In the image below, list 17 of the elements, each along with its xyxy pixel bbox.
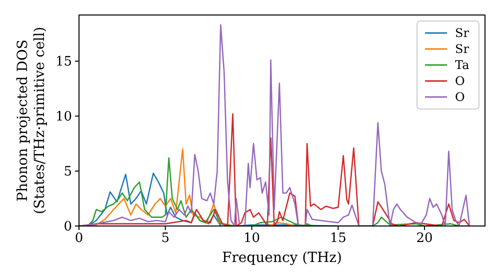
y-axis-title: Phonon projected DOS (States/THz·primitive cell)	[15, 26, 48, 214]
legend-label: O	[455, 90, 465, 104]
legend-label: O	[455, 74, 465, 88]
x-tick-label: 15	[330, 231, 346, 246]
line-series	[79, 24, 470, 226]
legend-label: Sr	[455, 26, 470, 40]
y-tick-label: 0	[64, 220, 72, 235]
x-axis-title: Frequency (THz)	[222, 250, 342, 266]
legend-label: Sr	[455, 42, 470, 56]
y-tick-label: 10	[55, 110, 72, 125]
x-tick-label: 20	[416, 231, 433, 246]
x-tick-label: 10	[243, 231, 260, 246]
x-tick-label: 0	[74, 231, 84, 246]
x-tick-label: 5	[161, 231, 170, 246]
y-tick-label: 5	[64, 164, 72, 180]
legend-label: Ta	[455, 58, 470, 72]
y-tick-label: 15	[55, 54, 72, 70]
